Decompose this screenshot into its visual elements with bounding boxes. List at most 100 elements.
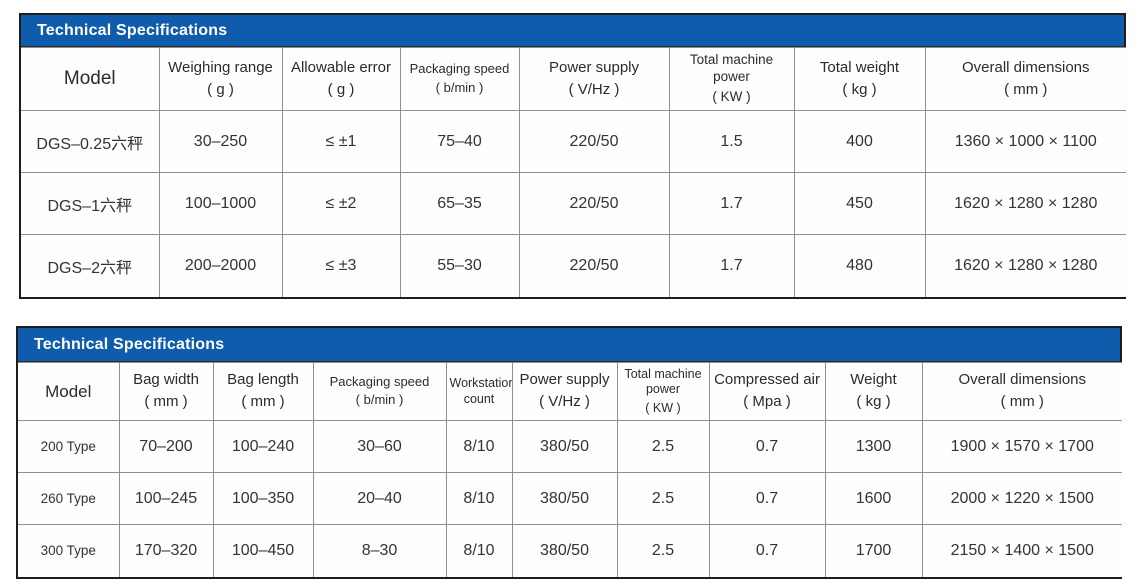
data-cell: 2150 × 1400 × 1500	[921, 524, 1122, 577]
column-label: Weighing range	[168, 58, 273, 76]
column-header: Weight ( kg )	[824, 362, 923, 421]
data-cell: 380/50	[511, 420, 618, 473]
data-cell: 30–250	[158, 110, 283, 173]
table-title-bar: Technical Specifications	[21, 15, 1124, 47]
column-label: Packaging speed	[409, 61, 510, 77]
column-header: Allowable error ( g )	[281, 47, 401, 111]
table-row: 260 Type 100–245 100–350 20–40 8/10 380/50 2.5…	[18, 472, 1122, 525]
column-header: Model	[18, 362, 120, 421]
column-unit: ( g )	[327, 80, 355, 98]
data-cell: 380/50	[511, 472, 618, 525]
table-title: Technical Specifications	[37, 21, 228, 39]
data-cell: 220/50	[518, 110, 670, 173]
data-cell: 8–30	[312, 524, 447, 577]
data-cell: 100–240	[212, 420, 314, 473]
column-unit: ( KW )	[645, 401, 681, 415]
model-cell: 200 Type	[18, 420, 120, 473]
column-label: Workstation count	[449, 375, 512, 406]
data-cell: ≤ ±1	[281, 110, 401, 173]
column-unit: ( b/min )	[355, 392, 404, 408]
data-cell: 220/50	[518, 172, 670, 235]
data-cell: ≤ ±2	[281, 172, 401, 235]
spec-table-packer: Technical Specifications Model Bag width (…	[16, 326, 1122, 579]
column-header: Model	[21, 47, 160, 111]
data-cell: 220/50	[518, 234, 670, 297]
column-header: Overall dimensions ( mm )	[924, 47, 1126, 111]
data-cell: 400	[793, 110, 926, 173]
column-unit: ( mm )	[1000, 393, 1044, 411]
data-cell: 100–450	[212, 524, 314, 577]
table-row: DGS–0.25六秤 30–250 ≤ ±1 75–40 220/50 1.5 400 136…	[21, 110, 1126, 173]
column-unit: ( mm )	[241, 393, 285, 411]
data-cell: 1300	[824, 420, 923, 473]
column-header: Bag width ( mm )	[118, 362, 214, 421]
column-label: Packaging speed	[329, 373, 430, 389]
column-label: Power supply	[548, 58, 640, 76]
table-row: DGS–1六秤 100–1000 ≤ ±2 65–35 220/50 1.7 450 1620…	[21, 172, 1126, 235]
column-unit: ( g )	[207, 80, 234, 98]
data-cell: 1.5	[668, 110, 795, 173]
data-cell: 55–30	[399, 234, 520, 297]
column-header: Power supply ( V/Hz )	[518, 47, 670, 111]
column-header: Weighing range ( g )	[158, 47, 283, 111]
data-cell: 2.5	[616, 472, 710, 525]
spec-table-weigher: Technical Specifications Model Weighing r…	[19, 13, 1126, 299]
column-header: Bag length ( mm )	[212, 362, 314, 421]
model-cell: DGS–2六秤	[21, 234, 160, 297]
model-cell: DGS–0.25六秤	[21, 110, 160, 173]
data-cell: 480	[793, 234, 926, 297]
column-header: Packaging speed ( b/min )	[312, 362, 447, 421]
data-cell: 1900 × 1570 × 1700	[921, 420, 1122, 473]
column-unit: ( kg )	[856, 393, 891, 411]
column-label: Weight	[850, 371, 897, 389]
column-label: Allowable error	[290, 58, 392, 76]
column-label: Overall dimensions	[958, 371, 1087, 389]
data-cell: 380/50	[511, 524, 618, 577]
column-unit: ( mm )	[1004, 80, 1048, 98]
data-cell: 1600	[824, 472, 923, 525]
header-row: Model Bag width ( mm ) Bag length ( mm ) Pack…	[18, 362, 1122, 421]
data-cell: 0.7	[708, 472, 826, 525]
column-header: Power supply ( V/Hz )	[511, 362, 618, 421]
column-header: Workstation count	[445, 362, 513, 421]
column-unit: ( b/min )	[435, 79, 484, 95]
data-cell: 2.5	[616, 420, 710, 473]
data-cell: 170–320	[118, 524, 214, 577]
column-label: Power supply	[519, 371, 610, 389]
column-unit: ( mm )	[144, 393, 188, 411]
column-label: Total machine power	[689, 52, 774, 85]
table-row: 200 Type 70–200 100–240 30–60 8/10 380/50 2.5 0…	[18, 420, 1122, 473]
data-cell: 2000 × 1220 × 1500	[921, 472, 1122, 525]
spec-table: Model Bag width ( mm ) Bag length ( mm ) Pack…	[18, 362, 1122, 577]
data-cell: 2.5	[616, 524, 710, 577]
data-cell: 70–200	[118, 420, 214, 473]
data-cell: 200–2000	[158, 234, 283, 297]
data-cell: 65–35	[399, 172, 520, 235]
data-cell: 1.7	[668, 234, 795, 297]
column-unit: ( KW )	[712, 89, 751, 105]
data-cell: 1.7	[668, 172, 795, 235]
column-label: Total machine power	[624, 366, 702, 397]
table-title-bar: Technical Specifications	[18, 328, 1120, 362]
table-row: DGS–2六秤 200–2000 ≤ ±3 55–30 220/50 1.7 480 1620…	[21, 234, 1126, 297]
data-cell: 1620 × 1280 × 1280	[924, 234, 1126, 297]
data-cell: 8/10	[445, 472, 513, 525]
table-title: Technical Specifications	[34, 335, 225, 353]
column-label: Model	[45, 381, 92, 401]
data-cell: 75–40	[399, 110, 520, 173]
column-label: Compressed air	[714, 371, 820, 389]
column-label: Total weight	[819, 58, 900, 76]
column-header: Overall dimensions ( mm )	[921, 362, 1122, 421]
column-unit: ( V/Hz )	[539, 393, 590, 411]
data-cell: 8/10	[445, 524, 513, 577]
data-cell: ≤ ±3	[281, 234, 401, 297]
table-row: 300 Type 170–320 100–450 8–30 8/10 380/50 2.5 0…	[18, 524, 1122, 577]
data-cell: 8/10	[445, 420, 513, 473]
model-cell: DGS–1六秤	[21, 172, 160, 235]
model-cell: 260 Type	[18, 472, 120, 525]
column-header: Packaging speed ( b/min )	[399, 47, 520, 111]
header-row: Model Weighing range ( g ) Allowable error (…	[21, 47, 1126, 111]
data-cell: 1620 × 1280 × 1280	[924, 172, 1126, 235]
column-unit: ( V/Hz )	[568, 80, 620, 98]
